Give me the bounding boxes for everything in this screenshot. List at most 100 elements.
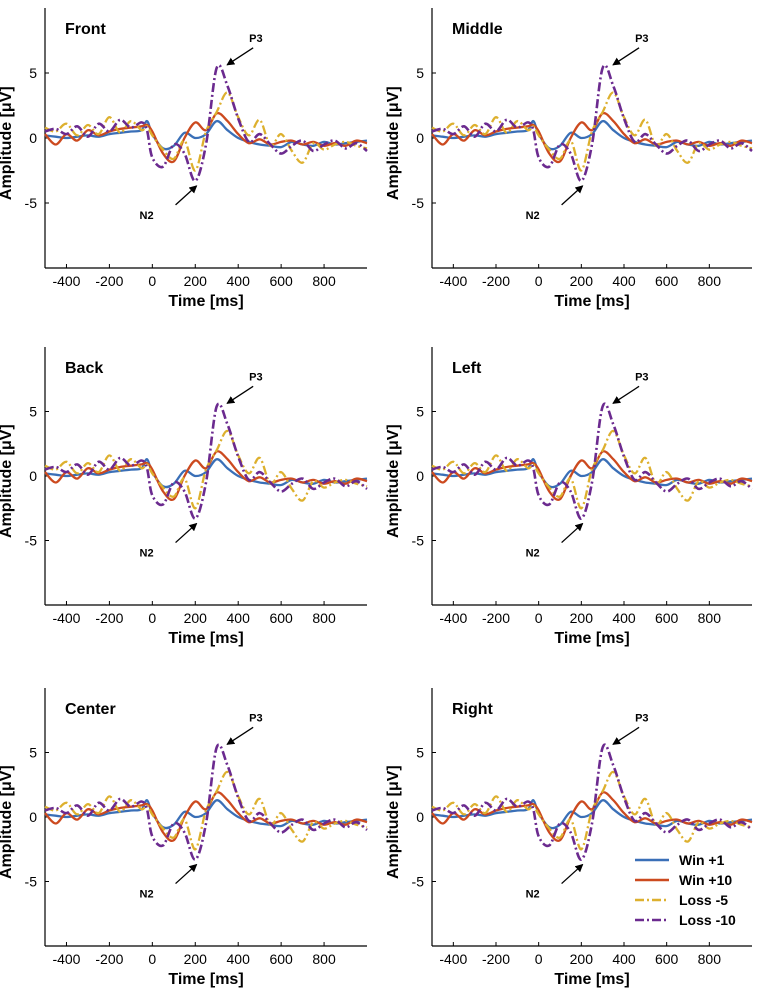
legend: Win +1 Win +10 Loss -5 Loss -10 <box>635 852 736 928</box>
series-line-loss-10 <box>44 64 368 183</box>
p3-arrow <box>612 47 640 66</box>
series-line-loss-5 <box>431 91 753 172</box>
series-line-win-10 <box>431 791 753 842</box>
x-tick-label: 200 <box>184 610 208 626</box>
y-tick-label: 5 <box>416 65 424 81</box>
y-tick-label: 5 <box>416 404 424 420</box>
x-tick-label: 0 <box>535 273 543 289</box>
series-line-loss-5 <box>44 91 368 172</box>
x-tick-label: -400 <box>439 273 467 289</box>
x-tick-label: -400 <box>52 273 80 289</box>
x-tick-label: 200 <box>570 951 594 967</box>
x-tick-label: 400 <box>612 273 636 289</box>
panel-title: Right <box>452 701 494 718</box>
y-tick-label: 0 <box>416 468 424 484</box>
p3-label: P3 <box>249 371 262 383</box>
n2-arrow <box>561 863 584 885</box>
n2-label: N2 <box>526 889 540 901</box>
panel-middle: -400 -200 0 200 400 600 800 -5 0 5 Time [ms] Amplit… <box>385 8 753 310</box>
x-axis-label: Time [ms] <box>554 971 629 988</box>
y-axis-label: Amplitude [μV] <box>0 424 15 538</box>
n2-arrow <box>175 522 198 544</box>
n2-arrow <box>175 863 198 885</box>
n2-label: N2 <box>526 210 540 222</box>
y-tick-label: 0 <box>29 809 37 825</box>
x-tick-label: 400 <box>227 273 251 289</box>
p3-arrow <box>612 726 640 745</box>
panel-title: Front <box>65 21 107 38</box>
x-tick-label: 200 <box>570 273 594 289</box>
x-tick-label: 600 <box>269 273 293 289</box>
series-line-loss-5 <box>44 770 368 851</box>
x-tick-label: 600 <box>655 951 679 967</box>
p3-label: P3 <box>635 712 648 724</box>
series-line-win-10 <box>44 111 368 164</box>
series-line-loss-10 <box>431 402 753 520</box>
y-axis-label: Amplitude [μV] <box>385 424 402 538</box>
panel-title: Middle <box>452 21 503 38</box>
n2-label: N2 <box>526 548 540 560</box>
x-tick-label: 600 <box>655 610 679 626</box>
x-tick-label: 0 <box>535 951 543 967</box>
p3-label: P3 <box>249 33 262 45</box>
panel-title: Center <box>65 701 116 718</box>
y-tick-label: 0 <box>416 130 424 146</box>
panel-title: Left <box>452 360 482 377</box>
x-tick-label: 800 <box>698 610 722 626</box>
x-tick-label: 800 <box>698 951 722 967</box>
p3-label: P3 <box>635 371 648 383</box>
x-axis-label: Time [ms] <box>554 293 629 310</box>
n2-label: N2 <box>140 889 154 901</box>
y-axis-label: Amplitude [μV] <box>385 86 402 200</box>
x-tick-label: 0 <box>148 610 156 626</box>
x-axis-label: Time [ms] <box>168 630 243 647</box>
series-line-win-10 <box>431 111 753 164</box>
x-axis-label: Time [ms] <box>168 293 243 310</box>
x-tick-label: -400 <box>52 610 80 626</box>
x-tick-label: 400 <box>227 951 251 967</box>
series-line-win-10 <box>44 791 368 842</box>
x-tick-label: -200 <box>482 951 510 967</box>
x-axis-label: Time [ms] <box>554 630 629 647</box>
n2-arrow <box>561 522 584 544</box>
y-tick-label: -5 <box>412 874 425 890</box>
y-tick-label: 0 <box>29 130 37 146</box>
x-tick-label: 600 <box>269 951 293 967</box>
series-line-win-10 <box>431 450 753 501</box>
panel-right: -400 -200 0 200 400 600 800 -5 0 5 Time [ms] Amplit… <box>385 688 753 988</box>
x-tick-label: 0 <box>148 273 156 289</box>
y-axis-label: Amplitude [μV] <box>0 765 15 879</box>
series-line-loss-10 <box>44 402 368 520</box>
series-line-loss-10 <box>431 743 753 861</box>
series-line-loss-5 <box>431 429 753 510</box>
x-tick-label: -200 <box>482 273 510 289</box>
p3-arrow <box>226 385 254 404</box>
x-tick-label: 400 <box>612 951 636 967</box>
x-tick-label: 800 <box>698 273 722 289</box>
p3-label: P3 <box>635 33 648 45</box>
legend-label: Win +10 <box>679 872 732 888</box>
panel-center: -400 -200 0 200 400 600 800 -5 0 5 Time [ms] Amplit… <box>0 688 368 988</box>
legend-label: Loss -10 <box>679 912 736 928</box>
n2-label: N2 <box>140 210 154 222</box>
x-tick-label: 600 <box>269 610 293 626</box>
series-line-loss-10 <box>431 64 753 183</box>
x-tick-label: 200 <box>184 951 208 967</box>
legend-label: Loss -5 <box>679 892 728 908</box>
y-tick-label: 0 <box>416 809 424 825</box>
x-tick-label: -200 <box>95 273 123 289</box>
panel-title: Back <box>65 360 103 377</box>
legend-label: Win +1 <box>679 852 725 868</box>
x-tick-label: 400 <box>227 610 251 626</box>
y-tick-label: -5 <box>25 195 38 211</box>
series-line-win-1 <box>44 119 368 151</box>
x-tick-label: 200 <box>570 610 594 626</box>
y-axis-label: Amplitude [μV] <box>385 765 402 879</box>
series-line-win-10 <box>44 450 368 501</box>
x-tick-label: -200 <box>95 951 123 967</box>
p3-arrow <box>226 47 254 66</box>
y-axis-label: Amplitude [μV] <box>0 86 15 200</box>
x-tick-label: 800 <box>312 951 336 967</box>
x-axis-label: Time [ms] <box>168 971 243 988</box>
